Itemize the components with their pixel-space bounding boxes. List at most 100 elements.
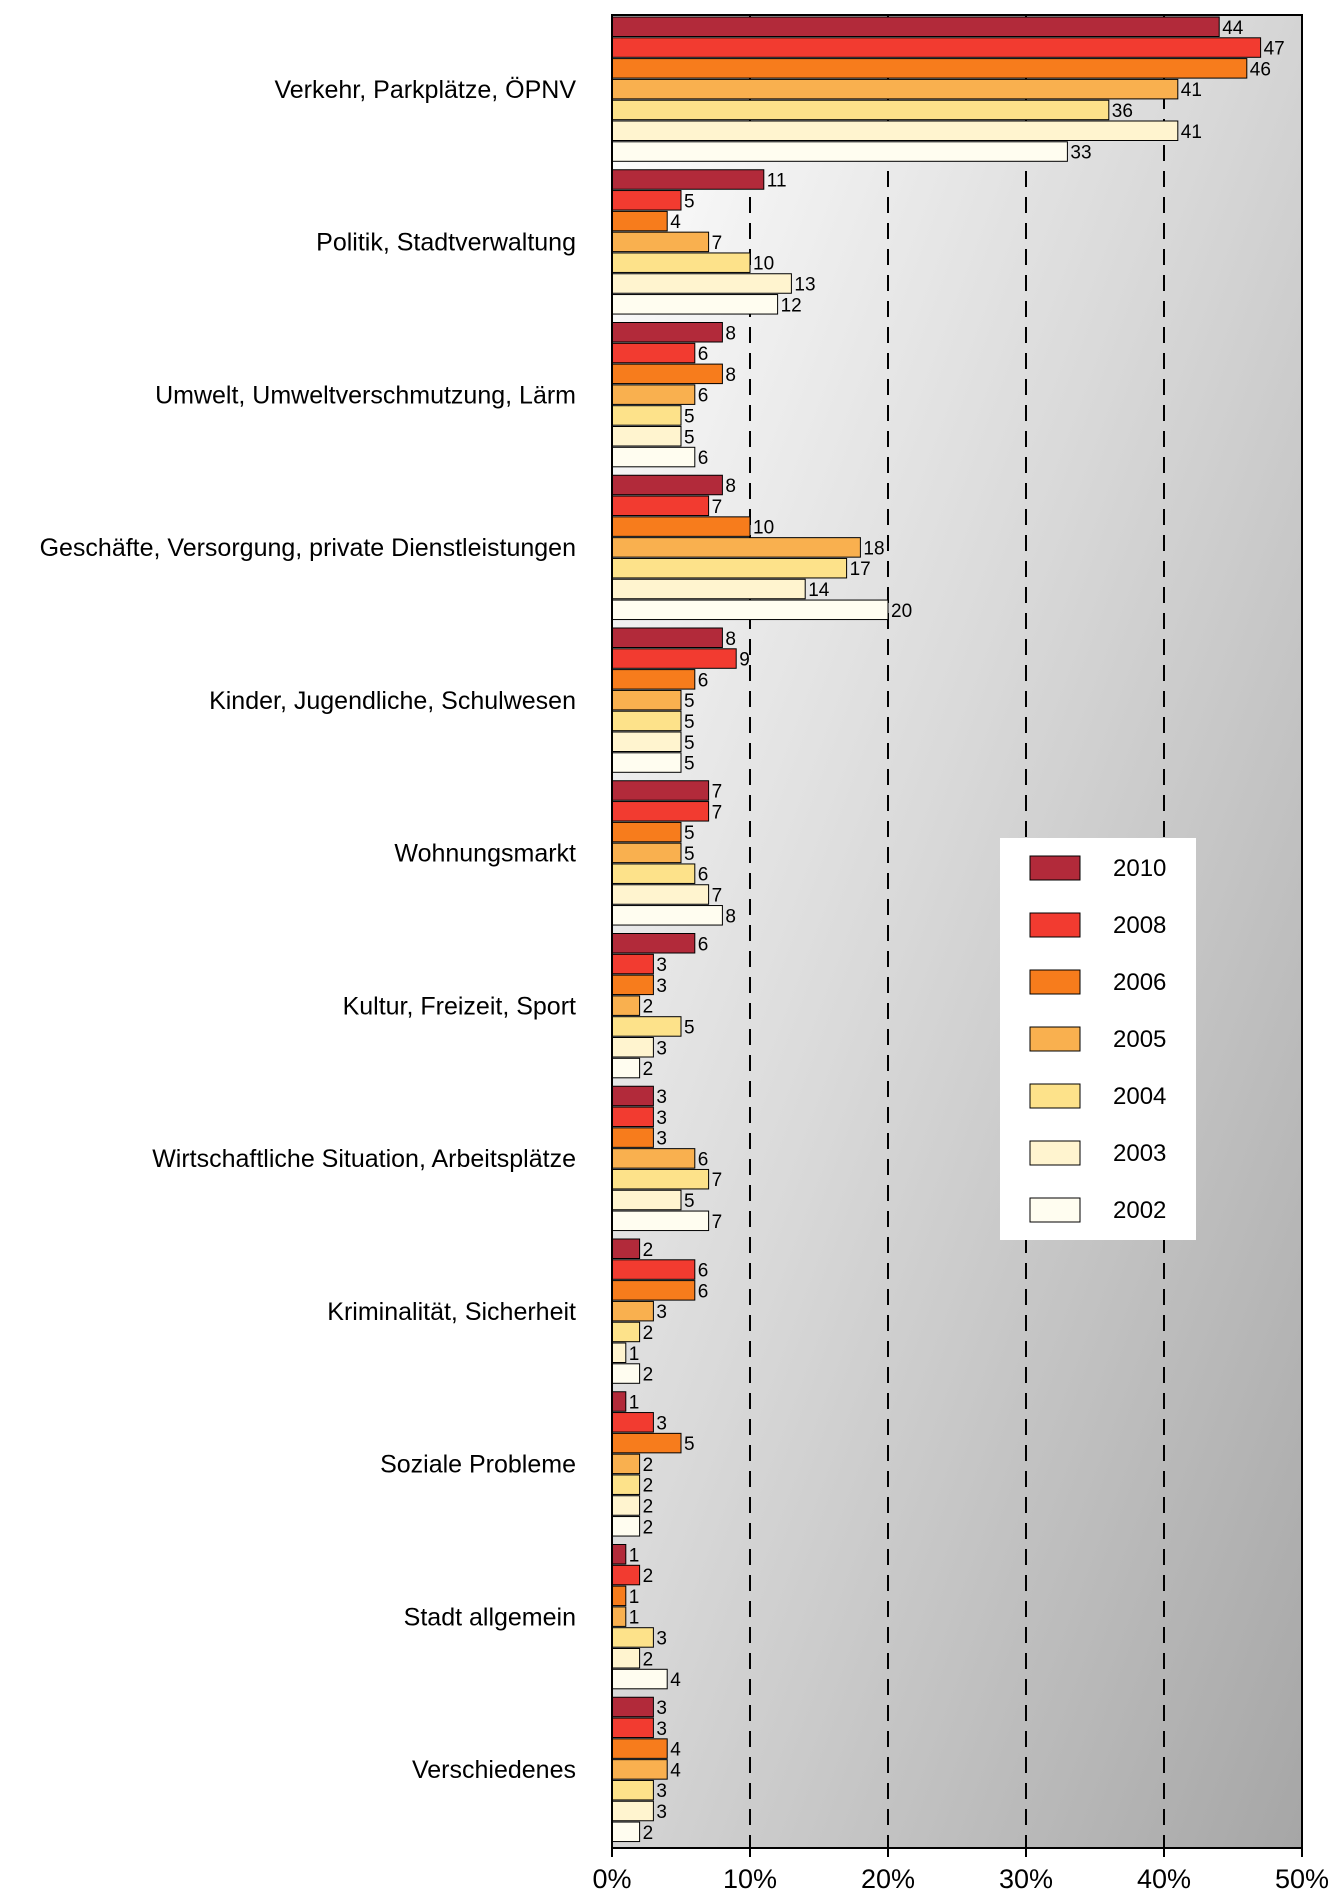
value-label: 20 bbox=[891, 601, 912, 622]
bar bbox=[611, 1585, 627, 1607]
value-label: 1 bbox=[629, 1344, 640, 1365]
bar bbox=[611, 1363, 641, 1384]
bar bbox=[611, 1259, 696, 1280]
value-label: 5 bbox=[684, 406, 695, 427]
category-label: Geschäfte, Versorgung, private Dienstlei… bbox=[40, 534, 576, 562]
bar bbox=[611, 322, 723, 343]
bars bbox=[611, 16, 1262, 1843]
x-tick-label: 10% bbox=[723, 1864, 777, 1894]
value-label: 9 bbox=[739, 650, 750, 671]
bar bbox=[611, 273, 792, 294]
value-label: 7 bbox=[712, 782, 723, 803]
value-label: 7 bbox=[712, 497, 723, 518]
bar bbox=[611, 842, 682, 864]
legend: 2010 2008 2006 2005 2004 2003 2002 bbox=[1000, 838, 1196, 1240]
value-label: 3 bbox=[656, 1129, 667, 1150]
bar bbox=[611, 710, 682, 732]
value-label: 2 bbox=[643, 1476, 654, 1497]
value-label: 2 bbox=[643, 1517, 654, 1538]
legend-box bbox=[1000, 838, 1196, 1240]
value-label: 4 bbox=[670, 1760, 681, 1781]
value-label: 8 bbox=[725, 629, 736, 650]
bar bbox=[611, 1606, 627, 1627]
bar bbox=[611, 1168, 710, 1190]
bar bbox=[611, 1148, 696, 1169]
bar bbox=[611, 884, 710, 905]
bar bbox=[611, 37, 1262, 58]
value-label: 10 bbox=[753, 518, 774, 539]
bar bbox=[611, 863, 696, 884]
value-label: 6 bbox=[698, 448, 709, 469]
bar bbox=[611, 1800, 654, 1822]
bar bbox=[611, 1412, 654, 1433]
category-label: Wohnungsmarkt bbox=[394, 840, 576, 868]
value-label: 5 bbox=[684, 754, 695, 775]
legend-label: 2002 bbox=[1113, 1197, 1166, 1224]
category-label: Verkehr, Parkplätze, ÖPNV bbox=[274, 76, 576, 104]
value-label: 7 bbox=[712, 886, 723, 907]
value-label: 3 bbox=[656, 1781, 667, 1802]
value-label: 4 bbox=[670, 212, 681, 233]
value-label: 3 bbox=[656, 1087, 667, 1108]
value-label: 6 bbox=[698, 865, 709, 886]
bar bbox=[611, 474, 723, 496]
bar bbox=[611, 1495, 641, 1516]
value-label: 6 bbox=[698, 934, 709, 955]
bar bbox=[611, 1210, 710, 1232]
bar bbox=[611, 1759, 668, 1780]
value-label: 5 bbox=[684, 844, 695, 865]
bar bbox=[611, 1016, 682, 1037]
legend-label: 2006 bbox=[1113, 969, 1166, 996]
bar bbox=[611, 1432, 682, 1454]
category-label: Politik, Stadtverwaltung bbox=[316, 229, 576, 257]
value-label: 8 bbox=[725, 476, 736, 497]
category-label: Verschiedenes bbox=[412, 1756, 576, 1784]
bar bbox=[611, 252, 751, 273]
bar bbox=[611, 1544, 627, 1565]
x-tick-label: 40% bbox=[1137, 1864, 1191, 1894]
value-label: 5 bbox=[684, 733, 695, 754]
value-label: 2 bbox=[643, 1455, 654, 1476]
bar bbox=[611, 801, 710, 822]
value-label: 14 bbox=[808, 580, 830, 601]
value-label: 6 bbox=[698, 386, 709, 407]
value-label: 6 bbox=[698, 1261, 709, 1282]
value-label: 5 bbox=[684, 1191, 695, 1212]
value-label: 2 bbox=[643, 1365, 654, 1386]
value-label: 13 bbox=[794, 275, 815, 296]
value-label: 3 bbox=[656, 976, 667, 997]
value-label: 2 bbox=[643, 1566, 654, 1587]
bar bbox=[611, 905, 723, 926]
legend-swatch bbox=[1029, 912, 1081, 938]
bar bbox=[611, 537, 861, 558]
legend-label: 2010 bbox=[1113, 855, 1166, 882]
bar bbox=[611, 669, 696, 690]
bar bbox=[611, 1106, 654, 1128]
bar bbox=[611, 1627, 654, 1648]
value-label: 6 bbox=[698, 1281, 709, 1302]
bar bbox=[611, 1779, 654, 1801]
bar bbox=[611, 1738, 668, 1759]
legend-label: 2008 bbox=[1113, 912, 1166, 939]
value-label: 5 bbox=[684, 712, 695, 733]
bar bbox=[611, 1453, 641, 1475]
value-label: 4 bbox=[670, 1740, 681, 1761]
bar bbox=[611, 1342, 627, 1363]
bar bbox=[611, 1238, 641, 1259]
x-tick-label: 0% bbox=[592, 1864, 631, 1894]
bar bbox=[611, 1321, 641, 1343]
value-label: 11 bbox=[767, 171, 787, 192]
value-label: 5 bbox=[684, 823, 695, 844]
bar bbox=[611, 495, 710, 517]
bar bbox=[611, 1648, 641, 1669]
value-label: 3 bbox=[656, 1413, 667, 1434]
bar bbox=[611, 231, 710, 253]
bar bbox=[611, 648, 737, 669]
value-label: 2 bbox=[643, 1323, 654, 1344]
legend-swatch bbox=[1029, 1140, 1081, 1166]
value-label: 33 bbox=[1070, 143, 1091, 164]
bar bbox=[611, 294, 779, 315]
category-label: Wirtschaftliche Situation, Arbeitsplätze bbox=[152, 1145, 576, 1173]
bar bbox=[611, 1300, 654, 1322]
value-label: 3 bbox=[656, 1698, 667, 1719]
